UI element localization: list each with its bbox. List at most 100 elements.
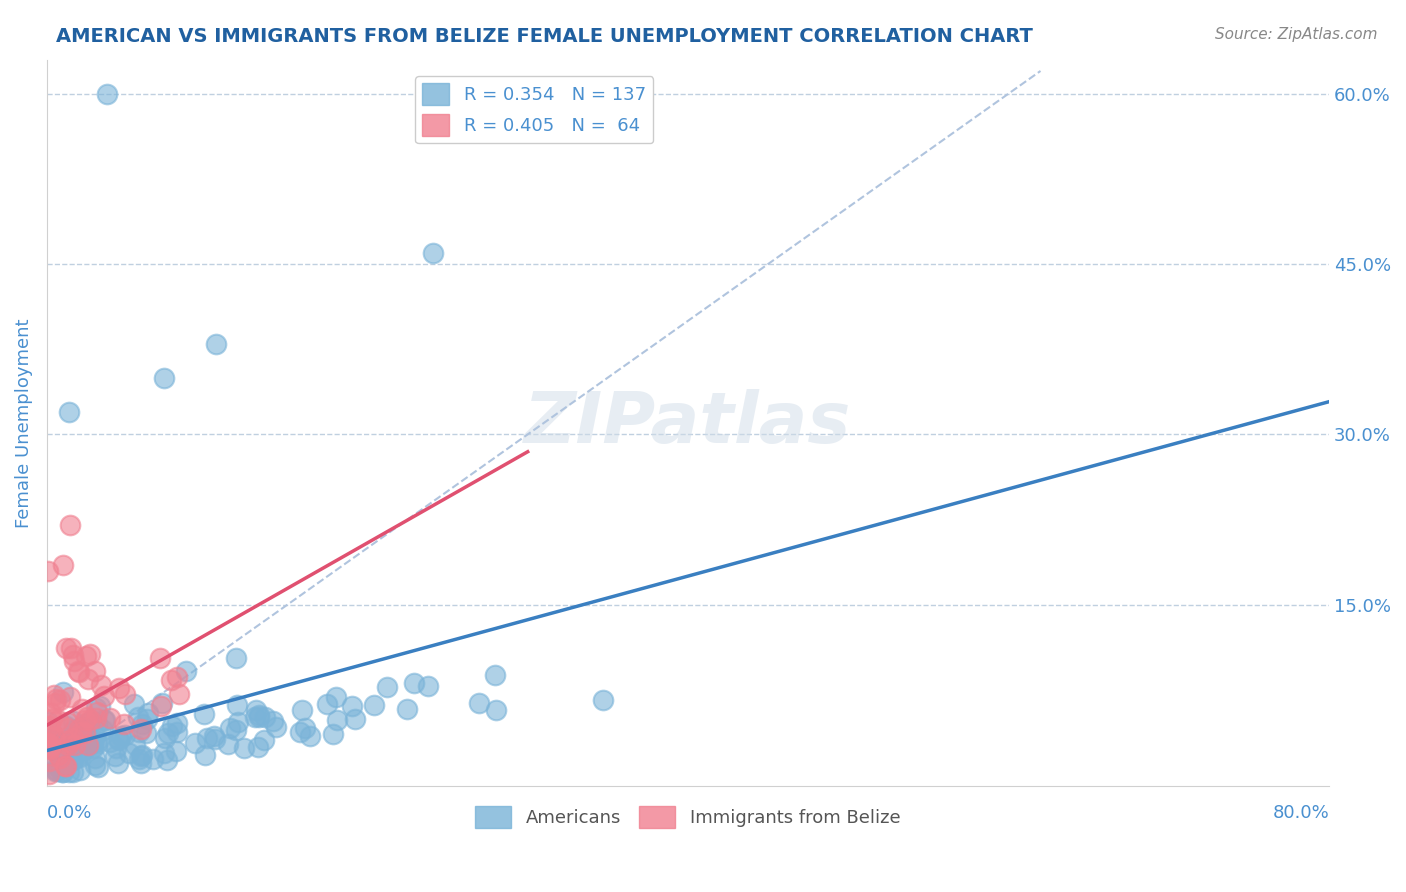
Point: [100, 711, 122, 725]
Point: [62, 648, 84, 662]
Point: [44, 745, 66, 759]
Point: [58, 405, 80, 419]
Point: [114, 728, 136, 742]
Point: [70, 725, 93, 739]
Point: [105, 740, 128, 755]
Point: [343, 712, 366, 726]
Point: [84, 711, 107, 725]
Point: [288, 725, 311, 739]
Point: [51, 754, 73, 768]
Point: [226, 714, 249, 729]
Point: [468, 696, 491, 710]
Point: [264, 720, 287, 734]
Point: [141, 752, 163, 766]
Point: [73, 725, 96, 739]
Point: [46, 747, 69, 762]
Point: [44, 764, 66, 778]
Point: [375, 680, 398, 694]
Point: [129, 756, 152, 770]
Point: [44, 763, 66, 777]
Point: [165, 744, 187, 758]
Point: [77, 737, 100, 751]
Point: [108, 681, 131, 695]
Point: [86, 716, 108, 731]
Point: [80, 736, 103, 750]
Point: [243, 710, 266, 724]
Point: [592, 693, 614, 707]
Point: [52, 734, 75, 748]
Point: [38, 723, 60, 737]
Point: [291, 703, 314, 717]
Point: [49, 761, 72, 775]
Point: [80, 714, 103, 729]
Point: [55, 759, 77, 773]
Point: [183, 736, 205, 750]
Point: [37, 738, 59, 752]
Point: [42, 731, 65, 746]
Point: [247, 740, 270, 755]
Point: [37, 736, 59, 750]
Point: [83, 758, 105, 772]
Point: [41, 731, 63, 746]
Point: [66, 750, 89, 764]
Point: [37, 714, 59, 729]
Point: [67, 665, 90, 679]
Point: [128, 752, 150, 766]
Point: [65, 738, 87, 752]
Point: [82, 741, 104, 756]
Point: [70, 702, 93, 716]
Point: [51, 558, 73, 572]
Point: [485, 703, 508, 717]
Point: [59, 753, 82, 767]
Point: [56, 738, 79, 752]
Point: [52, 764, 75, 779]
Point: [150, 696, 173, 710]
Point: [225, 651, 247, 665]
Point: [48, 750, 70, 764]
Point: [254, 710, 277, 724]
Point: [128, 725, 150, 739]
Point: [298, 729, 321, 743]
Point: [52, 684, 75, 698]
Point: [87, 760, 110, 774]
Point: [110, 729, 132, 743]
Point: [402, 675, 425, 690]
Point: [37, 564, 59, 578]
Point: [174, 664, 197, 678]
Point: [63, 723, 86, 738]
Text: 80.0%: 80.0%: [1272, 804, 1329, 822]
Point: [63, 654, 86, 668]
Point: [194, 748, 217, 763]
Point: [62, 753, 84, 767]
Point: [79, 714, 101, 728]
Point: [93, 723, 115, 737]
Point: [53, 759, 76, 773]
Point: [193, 707, 215, 722]
Point: [166, 715, 188, 730]
Point: [58, 765, 80, 780]
Point: [135, 726, 157, 740]
Point: [107, 756, 129, 771]
Point: [55, 640, 77, 655]
Point: [51, 764, 73, 779]
Point: [136, 712, 159, 726]
Point: [225, 698, 247, 712]
Point: [315, 698, 337, 712]
Point: [46, 737, 69, 751]
Point: [67, 722, 90, 736]
Text: ZIPatlas: ZIPatlas: [524, 389, 852, 458]
Point: [39, 740, 62, 755]
Point: [59, 690, 82, 704]
Point: [48, 761, 70, 775]
Point: [49, 692, 72, 706]
Point: [225, 723, 247, 737]
Point: [77, 672, 100, 686]
Point: [82, 736, 104, 750]
Point: [98, 735, 121, 749]
Point: [77, 738, 100, 752]
Point: [76, 710, 98, 724]
Point: [75, 713, 97, 727]
Point: [38, 719, 60, 733]
Point: [93, 713, 115, 727]
Point: [233, 740, 256, 755]
